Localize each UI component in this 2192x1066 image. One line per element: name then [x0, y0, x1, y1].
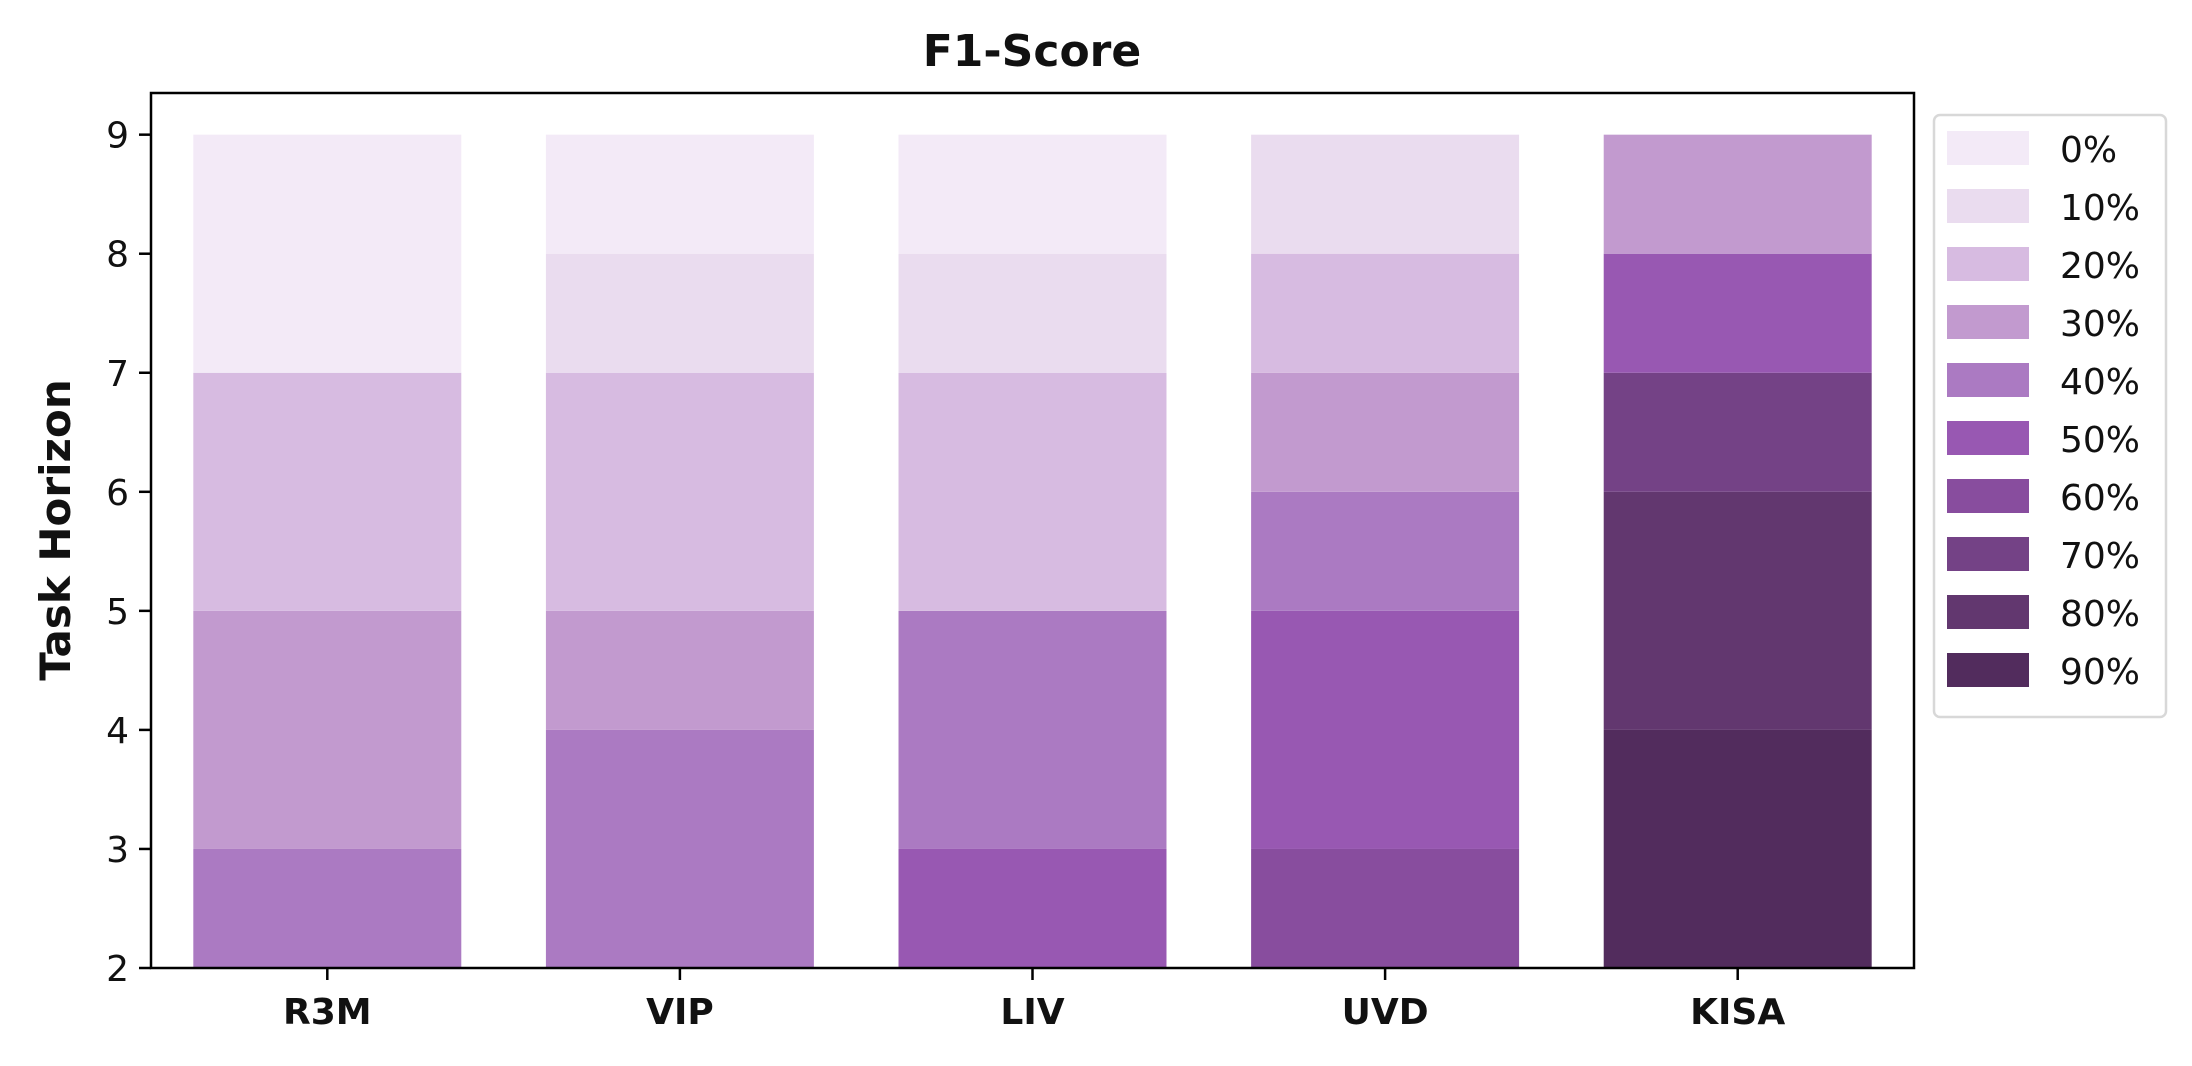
legend-swatch-8: [1947, 595, 2029, 629]
legend-label-8: 80%: [2060, 594, 2140, 635]
bar-segment-r3m-0: [193, 848, 462, 968]
legend-label-4: 40%: [2060, 362, 2140, 403]
bar-segment-uvd-2: [1251, 491, 1520, 611]
bar-segment-vip-4: [545, 134, 814, 254]
legend-swatch-9: [1947, 653, 2029, 687]
legend-label-3: 30%: [2060, 304, 2140, 345]
bar-segment-liv-2: [898, 372, 1167, 611]
bar-segment-kisa-0: [1603, 729, 1872, 968]
legend-swatch-4: [1947, 363, 2029, 397]
bar-segment-r3m-2: [193, 372, 462, 611]
legend-label-5: 50%: [2060, 420, 2140, 461]
bar-segment-liv-3: [898, 253, 1167, 373]
bar-segment-r3m-3: [193, 134, 462, 373]
bar-segment-r3m-1: [193, 610, 462, 849]
bar-segment-liv-0: [898, 848, 1167, 968]
chart-title: F1-Score: [923, 26, 1141, 77]
y-tick-label-5: 5: [106, 592, 129, 633]
y-tick-label-6: 6: [106, 473, 129, 514]
y-tick-label-8: 8: [106, 235, 129, 276]
bar-segment-vip-3: [545, 253, 814, 373]
bar-segment-uvd-4: [1251, 253, 1520, 373]
bar-segment-vip-2: [545, 372, 814, 611]
x-tick-label-r3m: R3M: [283, 992, 372, 1033]
legend-label-6: 60%: [2060, 478, 2140, 519]
legend: 0% 10% 20% 30% 40% 50% 60% 70% 80% 90%: [1932, 113, 2168, 719]
y-tick-label-2: 2: [106, 949, 129, 990]
x-tick-label-liv: LIV: [1000, 992, 1064, 1033]
y-tick-label-3: 3: [106, 830, 129, 871]
legend-label-7: 70%: [2060, 536, 2140, 577]
y-axis-label: Task Horizon: [31, 379, 80, 680]
bar-segment-uvd-0: [1251, 848, 1520, 968]
bar-segment-uvd-5: [1251, 134, 1520, 254]
x-tick-label-vip: VIP: [646, 992, 714, 1033]
bar-segment-kisa-4: [1603, 134, 1872, 254]
y-tick-label-9: 9: [106, 116, 129, 157]
bar-segment-vip-1: [545, 610, 814, 730]
bar-segment-uvd-1: [1251, 610, 1520, 849]
bar-segment-liv-4: [898, 134, 1167, 254]
bar-segment-kisa-1: [1603, 491, 1872, 730]
legend-swatch-7: [1947, 537, 2029, 571]
bar-segment-kisa-2: [1603, 372, 1872, 492]
legend-swatch-2: [1947, 247, 2029, 281]
legend-label-2: 20%: [2060, 246, 2140, 287]
x-tick-label-kisa: KISA: [1690, 992, 1785, 1033]
legend-swatch-5: [1947, 421, 2029, 455]
x-tick-label-uvd: UVD: [1342, 992, 1429, 1033]
y-tick-label-7: 7: [106, 354, 129, 395]
legend-label-0: 0%: [2060, 130, 2117, 171]
legend-swatch-3: [1947, 305, 2029, 339]
legend-label-1: 10%: [2060, 188, 2140, 229]
y-tick-label-4: 4: [106, 711, 129, 752]
bar-segment-liv-1: [898, 610, 1167, 849]
bar-segment-uvd-3: [1251, 372, 1520, 492]
bar-segment-vip-0: [545, 729, 814, 968]
legend-swatch-1: [1947, 189, 2029, 223]
plot-area: 2 3 4 5 6 7 8 9 R3M VIP LIV UVD KISA: [106, 91, 1916, 1033]
legend-swatch-6: [1947, 479, 2029, 513]
bar-segment-kisa-3: [1603, 253, 1872, 373]
legend-swatch-0: [1947, 131, 2029, 165]
legend-label-9: 90%: [2060, 652, 2140, 693]
